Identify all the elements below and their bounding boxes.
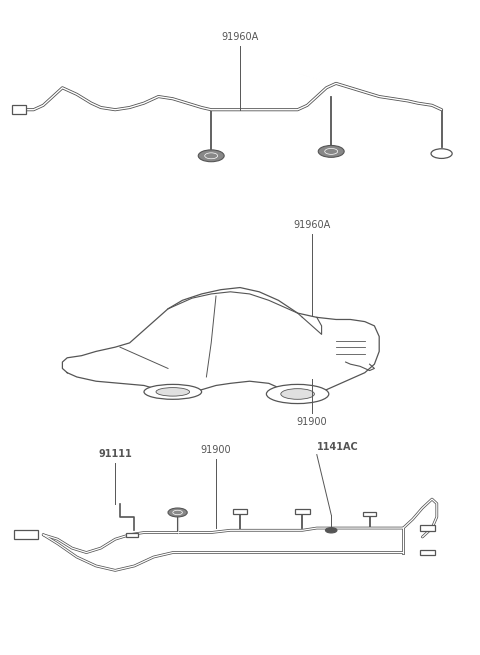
FancyBboxPatch shape: [12, 105, 26, 114]
Ellipse shape: [156, 388, 190, 396]
Ellipse shape: [281, 388, 314, 400]
Circle shape: [204, 153, 217, 159]
Ellipse shape: [266, 384, 329, 403]
Text: 91960A: 91960A: [293, 220, 331, 230]
Circle shape: [431, 149, 452, 159]
FancyBboxPatch shape: [14, 531, 38, 539]
Text: 91900: 91900: [201, 445, 231, 455]
Circle shape: [324, 149, 338, 155]
FancyBboxPatch shape: [420, 525, 435, 531]
Text: 91960A: 91960A: [221, 31, 259, 42]
FancyBboxPatch shape: [295, 509, 310, 514]
Text: 91111: 91111: [98, 449, 132, 459]
Circle shape: [198, 150, 224, 162]
Text: 1141AC: 1141AC: [317, 442, 359, 453]
Text: 91900: 91900: [297, 417, 327, 428]
FancyBboxPatch shape: [420, 550, 435, 555]
Circle shape: [168, 508, 187, 517]
FancyBboxPatch shape: [363, 512, 376, 516]
Ellipse shape: [144, 384, 202, 400]
FancyBboxPatch shape: [126, 533, 138, 536]
Circle shape: [325, 528, 337, 533]
Circle shape: [318, 145, 344, 157]
Circle shape: [173, 510, 182, 515]
FancyBboxPatch shape: [233, 509, 247, 514]
